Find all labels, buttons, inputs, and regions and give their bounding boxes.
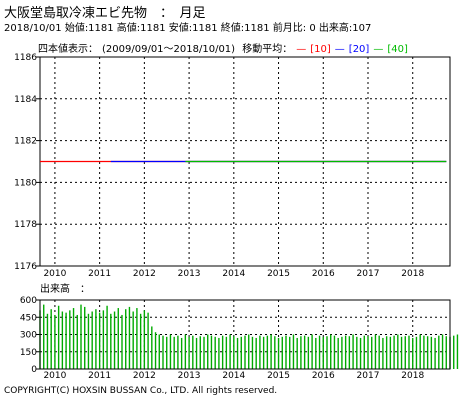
y-tick-label: 1178 <box>14 220 37 230</box>
x-tick-label: 2013 <box>178 269 201 279</box>
ma20-legend: [20] <box>348 44 370 55</box>
x-tick-label: 2016 <box>312 269 335 279</box>
vol-y-tick-label: 600 <box>20 296 37 306</box>
vol-x-tick-label: 2014 <box>222 371 245 381</box>
x-tick-label: 2017 <box>357 269 380 279</box>
vol-y-tick-label: 0 <box>31 365 37 375</box>
ma20-line-icon: — <box>334 44 345 55</box>
price-stats: 2018/10/01 始値:1181 高値:1181 安値:1181 終値:11… <box>4 23 372 34</box>
ma-label: 移動平均： <box>242 44 293 55</box>
ma10-legend: [10] <box>310 44 331 55</box>
y-tick-label: 1176 <box>14 262 37 272</box>
vol-y-tick-label: 150 <box>20 348 37 358</box>
x-tick-label: 2015 <box>267 269 290 279</box>
vol-x-tick-label: 2013 <box>178 371 201 381</box>
legend-label: 四本値表示： <box>38 44 98 55</box>
ma40-legend: [40] <box>387 44 408 55</box>
vol-x-tick-label: 2017 <box>357 371 380 381</box>
x-tick-label: 2014 <box>222 269 245 279</box>
y-tick-label: 1180 <box>14 178 37 188</box>
x-tick-label: 2012 <box>133 269 156 279</box>
legend-period: (2009/09/01〜2018/10/01) <box>102 44 236 55</box>
y-tick-label: 1184 <box>14 95 37 105</box>
x-tick-label: 2018 <box>401 269 424 279</box>
x-tick-label: 2011 <box>88 269 111 279</box>
copyright: COPYRIGHT(C) HOXSIN BUSSAN Co., LTD. All… <box>4 386 278 396</box>
vol-y-tick-label: 300 <box>20 331 37 341</box>
y-tick-label: 1182 <box>14 137 37 147</box>
ma40-line-icon: — <box>373 44 384 55</box>
price-panel: 1176 1178 1180 1182 1184 1186 2010 2011 2012 2013… <box>14 53 451 279</box>
vol-y-tick-label: 450 <box>20 313 37 323</box>
ma10-line-icon: — <box>296 44 307 55</box>
vol-x-tick-label: 2012 <box>133 371 156 381</box>
x-tick-label: 2010 <box>43 269 66 279</box>
vol-x-tick-label: 2015 <box>267 371 290 381</box>
chart-title: 大阪堂島取冷凍エビ先物 ： 月足 <box>4 6 206 21</box>
volume-title: 出来高 ： <box>40 282 90 295</box>
y-tick-label: 1186 <box>14 53 37 63</box>
volume-frame <box>39 299 451 370</box>
vol-x-tick-label: 2016 <box>312 371 335 381</box>
vol-x-tick-label: 2018 <box>401 371 424 381</box>
legend: 四本値表示： (2009/09/01〜2018/10/01) 移動平均： — [10]… <box>38 40 412 55</box>
volume-panel: 0 150 300 450 600 2010 2011 2012 2013 2014 2015 201… <box>20 296 459 381</box>
vol-x-tick-label: 2010 <box>43 371 66 381</box>
vol-x-tick-label: 2011 <box>88 371 111 381</box>
